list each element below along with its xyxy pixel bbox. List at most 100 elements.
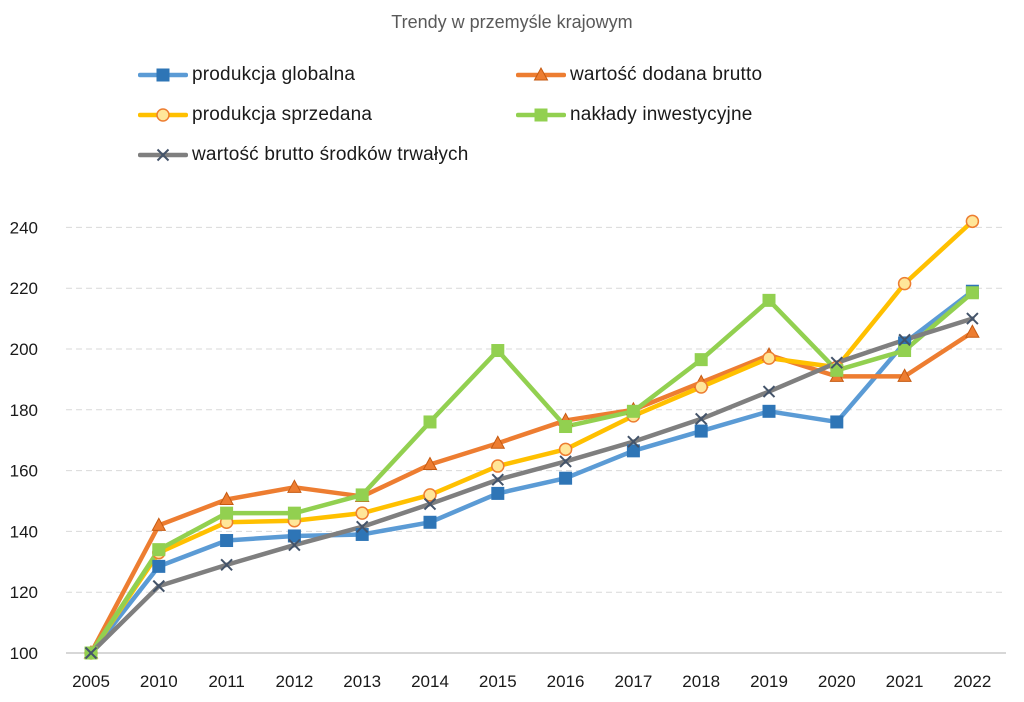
x-tick-label: 2014	[411, 672, 449, 691]
y-tick-label: 220	[10, 279, 38, 298]
legend-label: produkcja sprzedana	[192, 104, 373, 125]
x-tick-label: 2012	[275, 672, 313, 691]
data-point	[626, 444, 640, 458]
x-tick-label: 2016	[547, 672, 585, 691]
data-point	[762, 351, 776, 365]
legend-swatch	[516, 66, 566, 81]
data-point	[898, 333, 911, 347]
data-point	[830, 415, 844, 429]
data-point	[898, 344, 912, 358]
y-tick-label: 100	[10, 644, 38, 663]
x-tick-label: 2022	[953, 672, 991, 691]
data-point	[762, 293, 776, 307]
legend-label: nakłady inwestycyjne	[570, 104, 753, 125]
data-point	[287, 529, 301, 543]
data-point	[491, 344, 505, 358]
x-tick-label: 2013	[343, 672, 381, 691]
data-point	[220, 558, 233, 572]
data-point	[830, 356, 844, 369]
legend-swatch-marker	[533, 66, 549, 81]
series-line-4	[88, 316, 975, 656]
legend-swatch	[138, 108, 188, 122]
data-point	[423, 488, 437, 502]
data-point	[287, 506, 301, 520]
series-line-1	[88, 330, 975, 656]
series-line-2	[88, 219, 975, 656]
data-point	[355, 527, 369, 541]
legend-label: wartość brutto środków trwałych	[192, 144, 469, 165]
data-point	[490, 435, 506, 449]
gridlines	[66, 226, 1006, 593]
data-point	[559, 455, 572, 468]
data-point	[965, 286, 979, 300]
legend: produkcja globalna wartość dodana brutto p…	[138, 60, 898, 170]
data-point	[423, 497, 437, 511]
data-point	[830, 363, 844, 377]
data-point	[897, 368, 912, 382]
data-point	[287, 479, 302, 493]
data-point	[491, 459, 505, 473]
data-point	[152, 559, 166, 573]
legend-label: produkcja globalna	[192, 64, 356, 85]
data-point	[762, 385, 776, 398]
legend-item: produkcja globalna	[138, 60, 355, 90]
legend-swatch-marker	[534, 108, 548, 122]
series-line-0	[88, 288, 975, 656]
data-point	[762, 404, 776, 418]
data-point	[355, 488, 369, 502]
data-point	[355, 520, 369, 534]
legend-swatch	[138, 68, 188, 82]
data-point	[694, 380, 708, 394]
y-tick-label: 200	[10, 340, 38, 359]
y-tick-label: 180	[10, 401, 38, 420]
legend-item: wartość dodana brutto	[516, 60, 762, 90]
x-tick-label: 2011	[208, 672, 245, 691]
data-point	[219, 491, 234, 505]
chart-title: Trendy w przemyśle krajowym	[391, 12, 633, 32]
y-tick-label: 140	[10, 522, 38, 541]
data-point	[559, 420, 573, 434]
series-line-3	[88, 290, 975, 656]
data-point	[626, 404, 640, 418]
data-point	[558, 442, 573, 457]
legend-item: wartość brutto środków trwałych	[138, 140, 469, 170]
data-point	[288, 538, 301, 552]
x-tick-label: 2017	[614, 672, 652, 691]
data-point	[897, 276, 912, 291]
data-point	[151, 517, 167, 531]
legend-item: produkcja sprzedana	[138, 100, 372, 130]
series-lines	[88, 219, 975, 656]
data-point	[220, 506, 234, 520]
axes: 100 120 140 160 180 200 220 240 2005 2010 2011 2012…	[10, 218, 1006, 691]
data-point	[355, 506, 369, 520]
x-tick-label: 2019	[750, 672, 788, 691]
x-tick-label: 2020	[818, 672, 856, 691]
data-point	[152, 543, 166, 557]
data-point	[423, 415, 437, 429]
data-point	[84, 646, 98, 660]
x-tick-label: 2021	[886, 672, 924, 691]
legend-swatch-marker	[156, 108, 170, 122]
data-point	[422, 456, 438, 471]
data-point	[491, 473, 505, 486]
data-point	[965, 214, 980, 229]
legend-item: nakłady inwestycyjne	[516, 100, 752, 130]
data-point	[220, 534, 234, 548]
x-tick-label: 2005	[72, 672, 110, 691]
legend-label: wartość dodana brutto	[570, 64, 763, 85]
legend-swatch	[516, 108, 566, 122]
data-point	[423, 515, 437, 529]
data-point	[694, 424, 708, 438]
data-point	[491, 486, 505, 500]
legend-swatch-marker	[156, 68, 170, 82]
data-point	[965, 324, 980, 338]
data-point	[152, 579, 166, 593]
data-point	[694, 353, 708, 367]
series-markers	[83, 214, 980, 660]
data-point	[559, 471, 573, 485]
x-tick-label: 2010	[140, 672, 178, 691]
data-point	[694, 412, 708, 426]
legend-swatch-marker	[156, 148, 170, 162]
y-tick-label: 160	[10, 462, 38, 481]
